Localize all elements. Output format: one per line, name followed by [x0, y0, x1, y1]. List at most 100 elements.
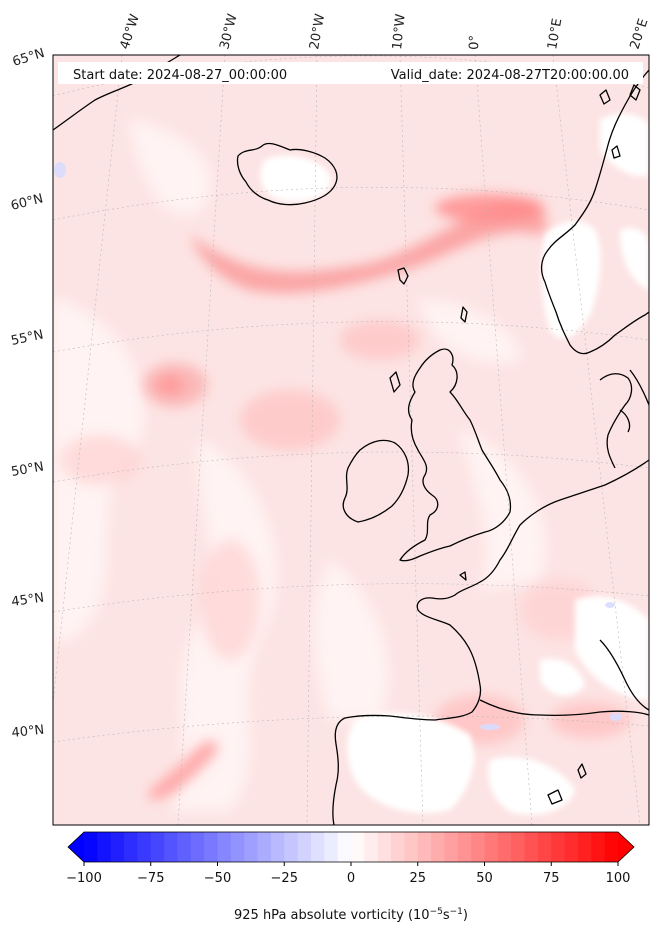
- colorbar-title: 925 hPa absolute vorticity (10−5s−1): [234, 907, 468, 923]
- colorbar-low-extension: [68, 832, 84, 862]
- colorbar-cell: [164, 832, 178, 862]
- colorbar-tick-label: 100: [606, 871, 631, 886]
- colorbar-cells: [84, 832, 619, 862]
- lat-label-50n: 50°N: [10, 459, 45, 479]
- lat-label-60n: 60°N: [9, 191, 44, 213]
- colorbar-tick-label: 25: [409, 871, 426, 886]
- masked-terrain-areas: [260, 113, 649, 815]
- coast-iceland: [236, 142, 338, 206]
- coast-hebrides: [389, 371, 401, 393]
- negative-vorticity-spots: [54, 162, 622, 730]
- colorbar-cell: [204, 832, 218, 862]
- colorbar-cell: [471, 832, 485, 862]
- colorbar-cell: [230, 832, 245, 862]
- colorbar-title-main: 925 hPa absolute vorticity (10: [234, 908, 430, 923]
- colorbar-cell: [377, 832, 392, 862]
- lon-label-20w: 20°W: [307, 13, 328, 51]
- coast-balearic: [547, 789, 563, 805]
- colorbar: −100 −75 −50 −25 0 25 50 75 100 925 hPa absolute…: [66, 831, 635, 923]
- colorbar-cell: [564, 832, 579, 862]
- lon-label-40w: 40°W: [118, 12, 143, 51]
- coast-faroe: [397, 267, 409, 285]
- coast-denmark: [599, 373, 633, 469]
- colorbar-cell: [110, 832, 125, 862]
- colorbar-cell: [604, 832, 619, 862]
- colorbar-high-extension: [618, 832, 634, 862]
- colorbar-cell: [324, 832, 339, 862]
- coast-shetland: [460, 306, 468, 323]
- colorbar-title-exponent-2: −1: [450, 907, 463, 917]
- colorbar-cell: [270, 832, 285, 862]
- colorbar-cell: [551, 832, 566, 862]
- colorbar-cell: [284, 832, 299, 862]
- colorbar-cell: [457, 832, 472, 862]
- colorbar-cell: [511, 832, 526, 862]
- lon-label-10w: 10°W: [390, 13, 409, 50]
- colorbar-tick-label: 75: [543, 871, 560, 886]
- colorbar-cell: [310, 832, 325, 862]
- colorbar-tick-label: −25: [271, 871, 298, 886]
- start-date-label: Start date: 2024-08-27_00:00:00: [73, 68, 287, 83]
- coast-italy-fragment: [599, 639, 649, 711]
- header-box: [58, 62, 643, 84]
- high-vorticity-features: [60, 194, 630, 800]
- lat-label-65n: 65°N: [11, 46, 47, 70]
- valid-date-label: Valid_date: 2024-08-27T20:00:00.00: [391, 68, 629, 83]
- lon-label-20e: 20°E: [628, 17, 652, 51]
- lon-label-30w: 30°W: [217, 12, 240, 51]
- colorbar-cell: [591, 832, 606, 862]
- coast-mediterranean: [479, 699, 649, 717]
- colorbar-cell: [137, 832, 152, 862]
- coast-sweden: [629, 369, 649, 406]
- colorbar-cell: [431, 832, 445, 862]
- colorbar-tick-label: −75: [137, 871, 164, 886]
- colorbar-cell: [537, 832, 552, 862]
- colorbar-tick-label: 0: [347, 871, 355, 886]
- colorbar-cell: [177, 832, 192, 862]
- colorbar-cell: [190, 832, 205, 862]
- longitude-labels: 40°W 30°W 20°W 10°W 0° 10°E 20°E: [118, 12, 652, 51]
- coast-ireland: [342, 439, 410, 523]
- lat-label-45n: 45°N: [10, 591, 45, 610]
- colorbar-tick-label: 50: [476, 871, 493, 886]
- colorbar-title-exponent-1: −5: [430, 907, 443, 917]
- colorbar-cell: [444, 832, 459, 862]
- colorbar-title-unit: s: [443, 908, 450, 923]
- colorbar-cell: [351, 832, 365, 862]
- lat-label-40n: 40°N: [11, 723, 45, 741]
- colorbar-cell: [404, 832, 419, 862]
- colorbar-title-close: ): [463, 908, 468, 923]
- colorbar-cell: [297, 832, 312, 862]
- colorbar-cell: [484, 832, 499, 862]
- coastlines: [53, 55, 649, 825]
- coast-great-britain: [399, 348, 512, 562]
- colorbar-cell: [337, 832, 352, 862]
- colorbar-cell: [364, 832, 379, 862]
- colorbar-cell: [124, 832, 138, 862]
- colorbar-cell: [84, 832, 98, 862]
- colorbar-cell: [217, 832, 232, 862]
- coast-sweden-south: [619, 409, 631, 433]
- colorbar-cell: [150, 832, 165, 862]
- colorbar-tick-label: −100: [66, 871, 102, 886]
- colorbar-cell: [417, 832, 432, 862]
- map-frame: [52, 54, 650, 826]
- lat-label-55n: 55°N: [10, 327, 45, 348]
- coast-continental-europe: [332, 459, 649, 825]
- colorbar-cell: [257, 832, 272, 862]
- map-area: [53, 55, 649, 825]
- coast-corsica: [577, 763, 587, 779]
- lon-label-10e: 10°E: [545, 17, 565, 50]
- coast-norway: [540, 69, 649, 355]
- colorbar-cell: [244, 832, 259, 862]
- latitude-labels: 65°N 60°N 55°N 50°N 45°N 40°N: [9, 46, 46, 741]
- lon-label-0: 0°: [467, 35, 483, 50]
- colorbar-cell: [577, 832, 592, 862]
- colorbar-tick-label: −50: [204, 871, 231, 886]
- colorbar-cell: [391, 832, 405, 862]
- colorbar-cell: [497, 832, 512, 862]
- colorbar-ticks: −100 −75 −50 −25 0 25 50 75 100: [66, 862, 630, 886]
- colorbar-cell: [524, 832, 539, 862]
- colorbar-cell: [97, 832, 112, 862]
